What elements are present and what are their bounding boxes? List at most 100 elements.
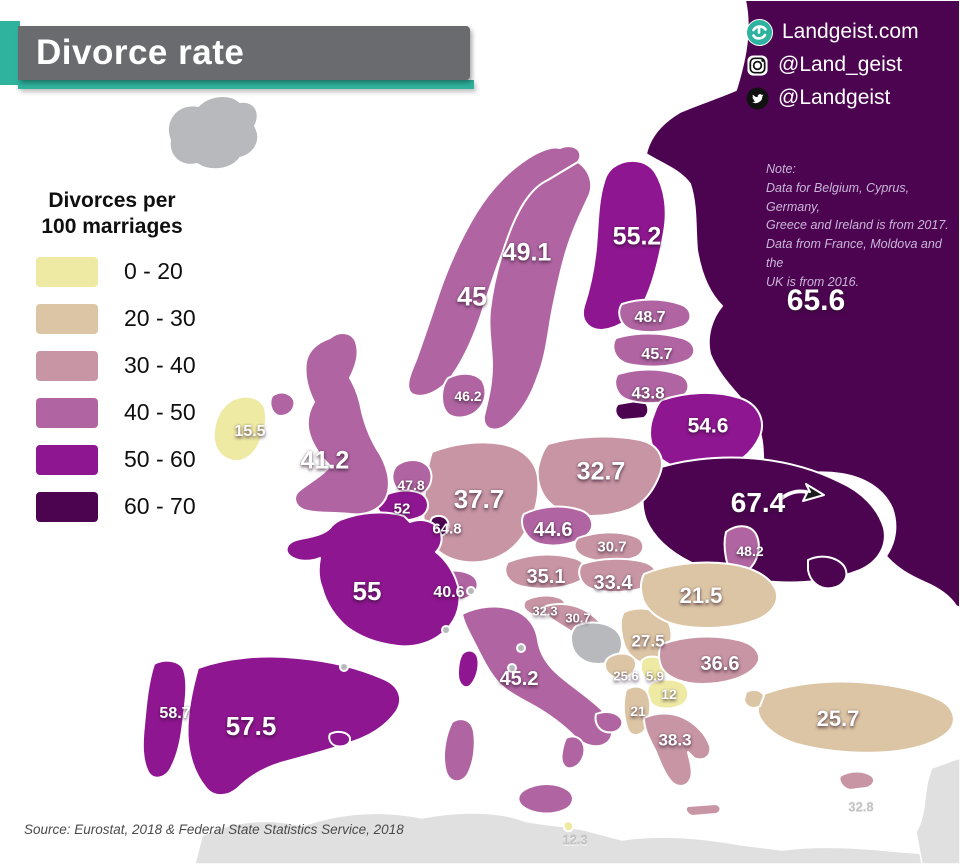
country-italy-calabria [560, 735, 586, 770]
legend-swatch [36, 444, 98, 475]
title-underline [18, 80, 474, 89]
country-greece-crete [684, 803, 722, 817]
legend-label: 0 - 20 [124, 258, 183, 284]
country-label-cyprus: 32.8 [848, 799, 874, 815]
country-france-corsica [457, 649, 480, 689]
country-united-kingdom [294, 332, 390, 516]
country-italy-sardinia [443, 718, 476, 783]
microstate-dot-andorra [339, 662, 349, 672]
instagram-handle: @Land_geist [778, 53, 903, 76]
page-title: Divorce rate [36, 33, 245, 72]
twitter-icon [746, 86, 769, 110]
legend-label: 20 - 30 [124, 305, 196, 331]
website-row: Landgeist.com [746, 18, 919, 46]
landgeist-logo-icon [746, 18, 773, 46]
country-label-belgium: 52 [393, 500, 411, 518]
microstate-dot-monaco [441, 625, 451, 635]
legend-item-60-70: 60 - 70 [22, 491, 232, 522]
source-attribution: Source: Eurostat, 2018 & Federal State S… [24, 822, 404, 837]
branding-block: Landgeist.com @Land_geist @Landgeist [746, 18, 919, 112]
country-label-serbia: 27.5 [631, 631, 665, 651]
microstate-dot-vatican [507, 663, 517, 673]
country-latvia [612, 332, 696, 368]
country-uk-northern-ireland [269, 391, 296, 417]
country-spain [186, 655, 402, 797]
country-label-latvia: 45.7 [641, 346, 673, 363]
legend-label: 60 - 70 [124, 493, 196, 519]
arrow-annotation [778, 483, 825, 502]
country-label-france: 55 [352, 576, 382, 606]
country-slovakia [573, 531, 645, 563]
country-label-russia: 65.6 [786, 284, 846, 317]
country-turkey-thrace [743, 688, 765, 709]
country-label-slovenia: 32.3 [532, 603, 558, 619]
country-cyprus [838, 770, 875, 791]
legend-item-30-40: 30 - 40 [22, 350, 232, 381]
country-label-croatia: 30.7 [565, 610, 591, 626]
country-label-estonia: 48.7 [634, 309, 666, 326]
legend-swatch [36, 397, 98, 428]
country-turkey [756, 680, 955, 754]
legend-swatch [36, 350, 98, 381]
country-ireland [212, 395, 268, 462]
country-italy [461, 605, 614, 748]
country-label-switzerland: 40.6 [433, 584, 465, 601]
country-label-norway: 45 [456, 281, 488, 312]
country-label-ireland: 15.5 [234, 423, 266, 440]
north-africa-landmass [194, 812, 960, 864]
country-netherlands [391, 459, 433, 497]
legend-item-50-60: 50 - 60 [22, 444, 232, 475]
country-label-montenegro: 25.6 [613, 668, 639, 684]
country-ukraine [641, 456, 886, 584]
country-portugal [141, 659, 188, 779]
country-label-romania: 21.5 [679, 583, 723, 608]
country-label-netherlands: 47.8 [397, 477, 425, 493]
twitter-handle: @Landgeist [778, 86, 891, 109]
country-label-austria: 35.1 [526, 566, 566, 588]
country-label-hungary: 33.4 [593, 572, 633, 594]
country-label-czechia: 44.6 [533, 519, 573, 541]
country-montenegro [603, 652, 637, 679]
country-finland [582, 160, 667, 331]
country-label-poland: 32.7 [576, 457, 626, 486]
country-label-slovakia: 30.7 [597, 538, 627, 556]
country-russia [645, 0, 960, 609]
country-malta [562, 820, 575, 833]
legend-item-20-30: 20 - 30 [22, 303, 232, 334]
website-label: Landgeist.com [782, 20, 919, 43]
legend-swatch [36, 303, 98, 334]
country-label-north-macedonia: 12 [661, 686, 677, 702]
country-france [285, 511, 461, 648]
country-italy-sicily [517, 783, 574, 815]
instagram-row: @Land_geist [746, 51, 919, 79]
country-label-denmark: 46.2 [454, 388, 482, 404]
legend-label: 40 - 50 [124, 399, 196, 425]
legend-item-40-50: 40 - 50 [22, 397, 232, 428]
country-austria [504, 553, 588, 590]
country-label-belarus: 54.6 [687, 414, 729, 438]
microstate-dot-san-marino [516, 643, 526, 653]
country-label-germany: 37.7 [453, 484, 505, 514]
country-label-malta: 12.3 [562, 832, 588, 848]
legend-items: 0 - 20 20 - 30 30 - 40 40 - 50 50 - 60 60 - 7… [22, 256, 232, 522]
legend-title: Divorces per 100 marriages [41, 189, 183, 239]
country-bulgaria [658, 635, 761, 685]
data-note: Note: Data for Belgium, Cyprus, Germany,… [766, 162, 949, 289]
country-iceland [167, 95, 260, 171]
country-label-sweden: 49.1 [502, 238, 552, 267]
country-sweden [482, 161, 593, 431]
country-ukraine-crimea [807, 555, 848, 590]
country-label-greece: 38.3 [658, 730, 692, 750]
country-label-ukraine: 67.4 [730, 487, 786, 518]
country-romania [640, 561, 778, 629]
title-accent-bar [0, 21, 20, 85]
country-label-united-kingdom: 41.2 [300, 446, 350, 475]
legend: Divorces per 100 marriages 0 - 20 20 - 30… [22, 188, 232, 539]
country-spain-balearics [328, 730, 352, 748]
country-estonia [618, 298, 692, 334]
country-label-kosovo: 5.9 [645, 668, 665, 684]
country-label-lithuania: 43.8 [631, 383, 665, 403]
country-label-turkey: 25.7 [816, 706, 860, 731]
country-denmark [441, 372, 487, 419]
